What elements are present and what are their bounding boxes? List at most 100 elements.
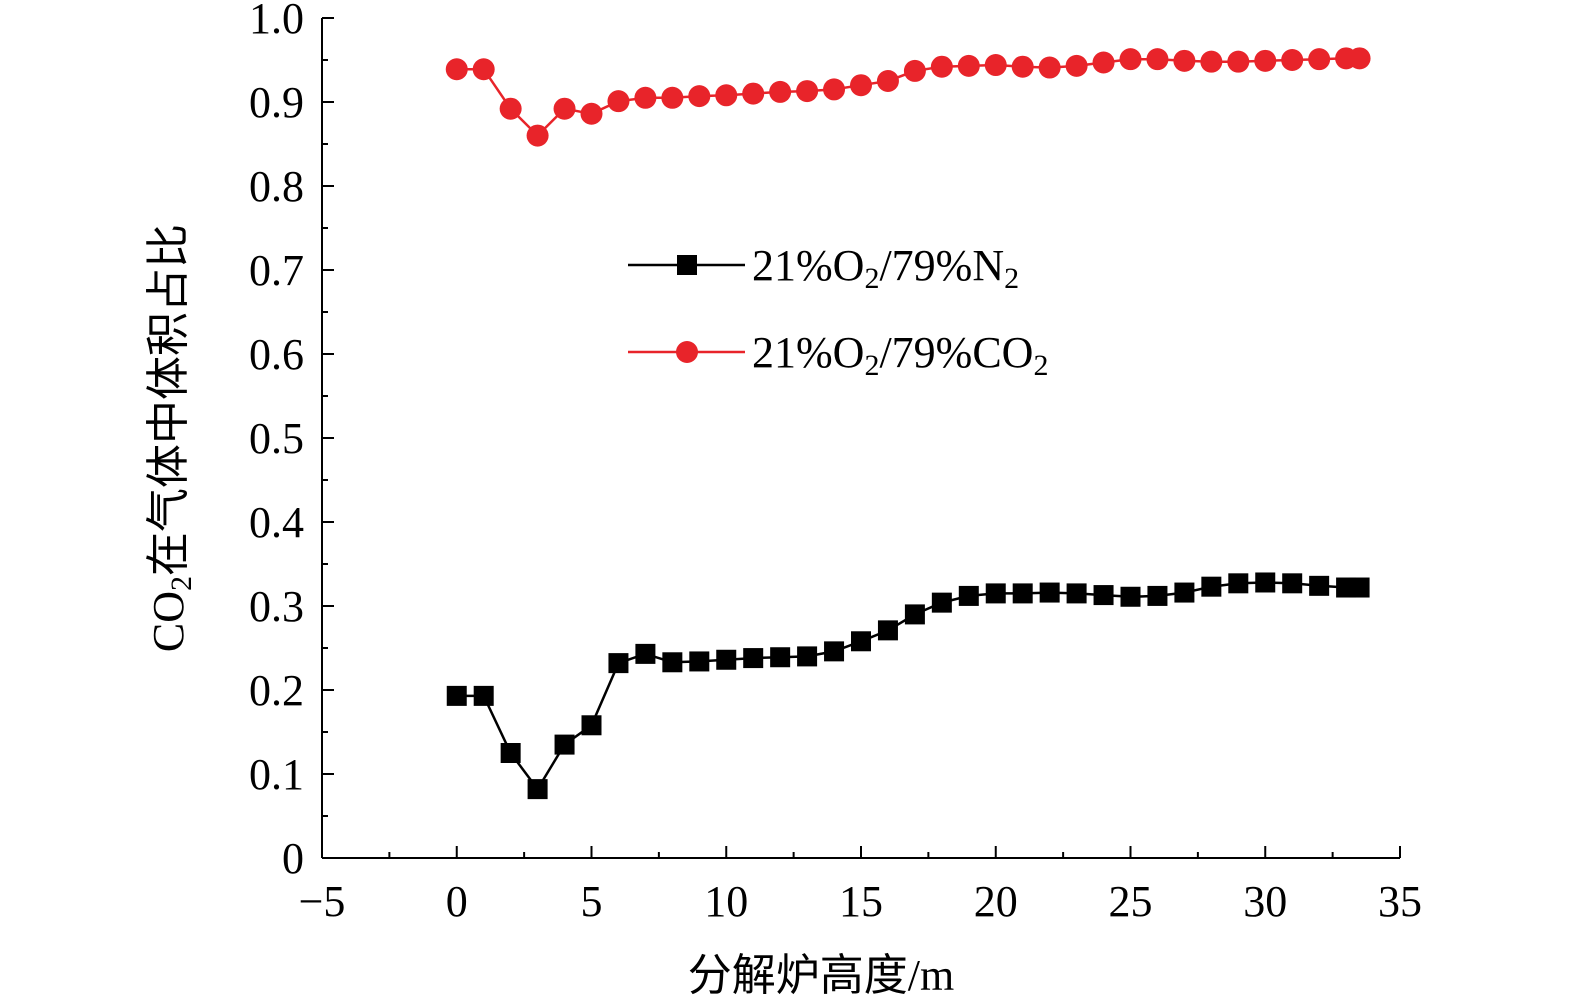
data-point [473, 685, 494, 706]
data-point [877, 620, 898, 641]
data-point [688, 85, 711, 108]
data-point [1254, 49, 1277, 72]
chart-legend: 21%O2/79%N2 21%O2/79%CO2 [628, 241, 1048, 382]
x-tick-label: 35 [1378, 877, 1422, 926]
data-point [500, 743, 521, 763]
data-point [958, 585, 979, 606]
data-point [770, 647, 791, 668]
y-tick-label: 0 [282, 834, 304, 883]
data-point [715, 84, 738, 107]
data-point [984, 54, 1007, 77]
data-point [1227, 50, 1250, 73]
x-tick-label: 20 [974, 877, 1018, 926]
data-point [472, 58, 495, 81]
x-tick-label: 25 [1109, 877, 1153, 926]
data-point [1119, 48, 1142, 71]
y-tick-label: 1.0 [249, 0, 304, 43]
data-point [661, 86, 684, 109]
axis-titles: 分解炉高度/m CO2在气体中体积占比 [144, 224, 954, 1000]
data-point [1281, 49, 1304, 71]
data-point [1120, 586, 1141, 607]
data-point [608, 653, 629, 674]
data-point [1093, 585, 1114, 606]
data-point [554, 734, 575, 755]
data-point [904, 604, 925, 625]
series-1 [446, 572, 1370, 800]
data-point [580, 102, 603, 125]
y-tick-label: 0.1 [249, 750, 304, 799]
y-axis-title: CO2在气体中体积占比 [144, 224, 198, 652]
data-point [1038, 56, 1061, 79]
data-point [931, 592, 952, 613]
x-axis-title: 分解炉高度/m [688, 951, 954, 1000]
data-point [1065, 54, 1088, 77]
data-point [662, 652, 683, 673]
y-tick-label: 0.8 [249, 162, 304, 211]
data-point [1173, 49, 1196, 72]
data-point [526, 124, 549, 147]
data-point [957, 54, 980, 77]
data-point [1309, 575, 1330, 596]
series-2 [445, 47, 1371, 147]
data-point [824, 641, 845, 662]
data-point [743, 648, 764, 669]
legend-item: 21%O2/79%N2 [628, 241, 1019, 295]
data-point [445, 58, 468, 81]
data-point [607, 90, 630, 113]
data-point [1011, 55, 1034, 78]
data-point [1012, 583, 1033, 604]
y-tick-label: 0.9 [249, 78, 304, 127]
data-point [1228, 573, 1249, 594]
chart-axes: −5 0 5 10 15 20 25 30 3500.10.20.30.40.50.60.70.… [249, 0, 1422, 926]
data-point [581, 715, 602, 736]
data-point [851, 631, 871, 652]
data-point [930, 55, 953, 78]
x-tick-label: 10 [704, 877, 748, 926]
data-point [1200, 50, 1223, 73]
legend-item: 21%O2/79%CO2 [628, 328, 1048, 382]
data-point [553, 97, 576, 120]
data-point [1147, 585, 1168, 606]
data-point [689, 651, 710, 672]
y-tick-label: 0.5 [249, 414, 304, 463]
x-tick-label: 30 [1243, 877, 1287, 926]
data-point [823, 78, 846, 101]
data-point [769, 80, 792, 103]
data-point [1348, 47, 1371, 70]
y-tick-label: 0.3 [249, 582, 304, 631]
data-point [903, 59, 926, 82]
data-point [1174, 582, 1195, 603]
data-point [1282, 573, 1303, 594]
data-point [527, 779, 548, 800]
data-point [876, 70, 899, 92]
y-tick-label: 0.7 [249, 246, 304, 295]
data-point [1308, 48, 1331, 71]
data-point [1066, 583, 1087, 604]
data-point [850, 74, 872, 97]
data-point [797, 646, 818, 667]
data-point [1349, 577, 1370, 598]
data-point [1039, 582, 1060, 603]
x-tick-label: −5 [299, 877, 346, 926]
legend-marker [677, 255, 697, 275]
data-point [1146, 48, 1169, 71]
chart-series [445, 47, 1371, 800]
data-point [499, 97, 522, 120]
x-tick-label: 15 [839, 877, 883, 926]
data-point [1201, 576, 1222, 597]
x-tick-label: 5 [581, 877, 603, 926]
data-point [796, 80, 819, 103]
x-tick-label: 0 [446, 877, 468, 926]
data-point [446, 685, 467, 706]
legend-label: 21%O2/79%CO2 [752, 328, 1048, 382]
data-point [1092, 51, 1115, 74]
data-point [634, 86, 657, 109]
legend-label: 21%O2/79%N2 [752, 241, 1019, 295]
data-point [635, 643, 656, 664]
data-point [716, 649, 737, 670]
data-point [985, 583, 1006, 604]
legend-marker [676, 341, 698, 363]
data-point [742, 82, 765, 105]
data-point [1255, 572, 1276, 593]
